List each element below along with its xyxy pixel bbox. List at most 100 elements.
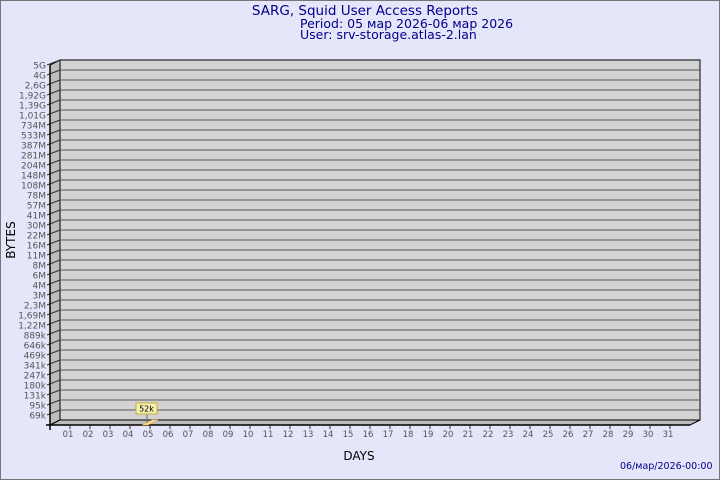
y-tick — [46, 79, 61, 86]
y-tick — [46, 119, 61, 126]
y-tick-label: 2,6G — [25, 82, 46, 92]
chart-title: SARG, Squid User Access Reports — [251, 3, 479, 19]
y-tick-label: 180k — [24, 382, 47, 392]
x-tick-label: 31 — [663, 430, 674, 440]
y-tick — [46, 189, 61, 196]
y-tick — [46, 249, 61, 256]
y-tick-label: 16M — [27, 242, 46, 252]
y-tick-label: 2,3M — [24, 302, 46, 312]
y-tick — [46, 149, 61, 156]
y-tick-label: 387M — [21, 142, 46, 152]
y-tick-label: 1,39G — [19, 102, 46, 112]
y-tick-label: 281M — [21, 152, 46, 162]
y-tick-label: 22M — [27, 232, 46, 242]
y-tick-label: 1,01G — [19, 112, 46, 122]
y-tick-label: 30M — [27, 222, 46, 232]
y-tick — [46, 59, 61, 66]
y-axis-label: BYTES — [4, 221, 18, 258]
x-axis-label: DAYS — [343, 449, 374, 463]
y-tick — [46, 129, 61, 136]
y-tick — [46, 239, 61, 246]
y-tick — [46, 179, 61, 186]
y-tick-label: 4M — [33, 282, 47, 292]
y-tick-label: 533M — [21, 132, 46, 142]
y-tick — [46, 159, 61, 166]
x-tick-label: 14 — [323, 430, 334, 440]
y-tick — [46, 409, 61, 416]
x-tick-label: 25 — [543, 430, 554, 440]
y-tick — [46, 199, 61, 206]
y-tick — [46, 269, 61, 276]
y-tick-label: 78M — [27, 192, 46, 202]
x-tick-label: 24 — [523, 430, 534, 440]
y-tick-label: 204M — [21, 162, 46, 172]
y-tick — [46, 89, 61, 96]
y-tick-label: 6M — [33, 272, 47, 282]
y-tick-label: 148M — [21, 172, 46, 182]
x-tick-label: 10 — [243, 430, 254, 440]
y-tick-label: 3M — [33, 292, 47, 302]
data-label: 52k — [139, 405, 154, 414]
y-tick — [46, 359, 61, 366]
y-tick-label: 69k — [29, 412, 46, 422]
x-tick-label: 06 — [163, 430, 174, 440]
x-tick-label: 27 — [583, 430, 594, 440]
x-tick-label: 12 — [283, 430, 294, 440]
period-label: Period: 05 мар 2026-06 мар 2026 — [300, 16, 514, 31]
y-tick — [46, 169, 61, 176]
x-tick-label: 21 — [463, 430, 474, 440]
y-tick-label: 4G — [33, 72, 46, 82]
y-tick — [46, 349, 61, 356]
x-tick-label: 29 — [623, 430, 634, 440]
y-tick-label: 889k — [24, 332, 47, 342]
x-tick-label: 18 — [403, 430, 414, 440]
y-tick — [46, 389, 61, 396]
y-tick-label: 1,92G — [19, 92, 46, 102]
x-tick-label: 02 — [83, 430, 94, 440]
y-tick-label: 247k — [24, 372, 47, 382]
y-tick — [46, 99, 61, 106]
data-label-box — [135, 402, 158, 415]
y-tick — [46, 259, 61, 266]
y-tick-label: 5G — [33, 62, 46, 72]
x-tick-label: 07 — [183, 430, 194, 440]
y-tick-label: 341k — [24, 362, 47, 372]
y-tick — [46, 69, 61, 76]
x-tick-label: 20 — [443, 430, 454, 440]
user-label: User: srv-storage.atlas-2.lan — [300, 27, 477, 42]
x-tick-label: 13 — [303, 430, 314, 440]
y-tick-label: 108M — [21, 182, 46, 192]
y-tick-label: 734M — [21, 122, 46, 132]
x-tick-label: 03 — [103, 430, 114, 440]
y-tick-label: 131k — [24, 392, 47, 402]
x-tick-label: 22 — [483, 430, 494, 440]
x-tick-label: 15 — [343, 430, 354, 440]
x-tick-label: 23 — [503, 430, 514, 440]
y-tick — [46, 399, 61, 406]
y-tick-label: 41M — [27, 212, 46, 222]
y-tick-label: 1,22M — [18, 322, 46, 332]
y-tick — [46, 279, 61, 286]
x-tick-label: 16 — [363, 430, 374, 440]
y-tick — [46, 339, 61, 346]
x-tick-label: 17 — [383, 430, 394, 440]
y-tick-label: 1,69M — [18, 312, 46, 322]
y-tick — [46, 109, 61, 116]
x-tick-label: 30 — [643, 430, 654, 440]
y-tick — [46, 379, 61, 386]
y-tick — [46, 309, 61, 316]
y-tick — [46, 209, 61, 216]
x-tick-label: 04 — [123, 430, 134, 440]
x-tick-label: 05 — [143, 430, 154, 440]
x-tick-label: 19 — [423, 430, 434, 440]
y-tick — [46, 319, 61, 326]
y-tick — [46, 219, 61, 226]
y-tick — [46, 329, 61, 336]
y-tick-label: 11M — [27, 252, 46, 262]
x-tick-label: 11 — [263, 430, 274, 440]
x-tick-label: 26 — [563, 430, 574, 440]
y-tick-label: 8M — [33, 262, 47, 272]
y-tick-label: 57M — [27, 202, 46, 212]
bar-day-05 — [141, 419, 159, 426]
x-tick-label: 08 — [203, 430, 214, 440]
